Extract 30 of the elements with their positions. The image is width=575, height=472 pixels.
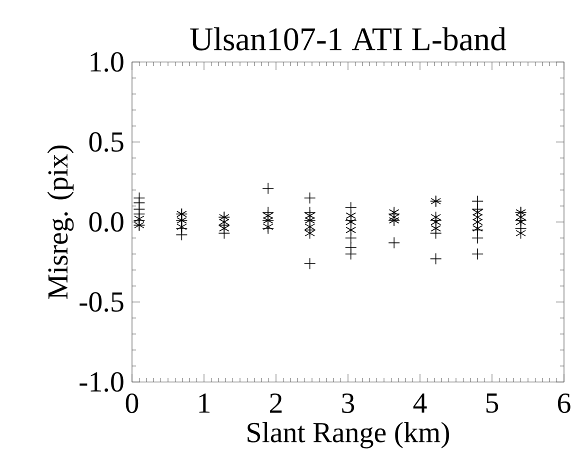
point [262,182,274,194]
point [388,236,400,249]
point [304,258,316,270]
chart-title: Ulsan107-1 ATI L-band [190,27,506,50]
x-tick-label: 4 [413,394,427,413]
x-tick-label: 5 [486,394,498,413]
y-axis-title: Misreg. (pix) [47,146,74,299]
x-axis-title: Slant Range (km) [248,422,449,448]
x-tick-label: 6 [558,394,570,414]
y-tick-label: 0.0 [89,212,124,232]
y-tick-label: 1.0 [90,52,124,72]
point [472,216,483,228]
y-tick-label: -0.5 [80,292,124,312]
x-tick-label: 2 [270,394,282,413]
point [219,222,230,234]
x-tick-label: 0 [126,394,138,414]
point [430,252,442,265]
x-tick-label: 3 [342,394,354,414]
point [430,222,442,234]
point [304,227,316,240]
point [344,248,357,260]
y-tick-label: 0.5 [89,132,124,152]
point [346,210,356,222]
x-tick-label: 1 [199,394,210,413]
point [472,232,484,244]
point [304,192,316,204]
point [346,224,356,236]
y-tick-label: -1.0 [80,372,124,392]
point [472,248,484,260]
point [304,220,316,233]
